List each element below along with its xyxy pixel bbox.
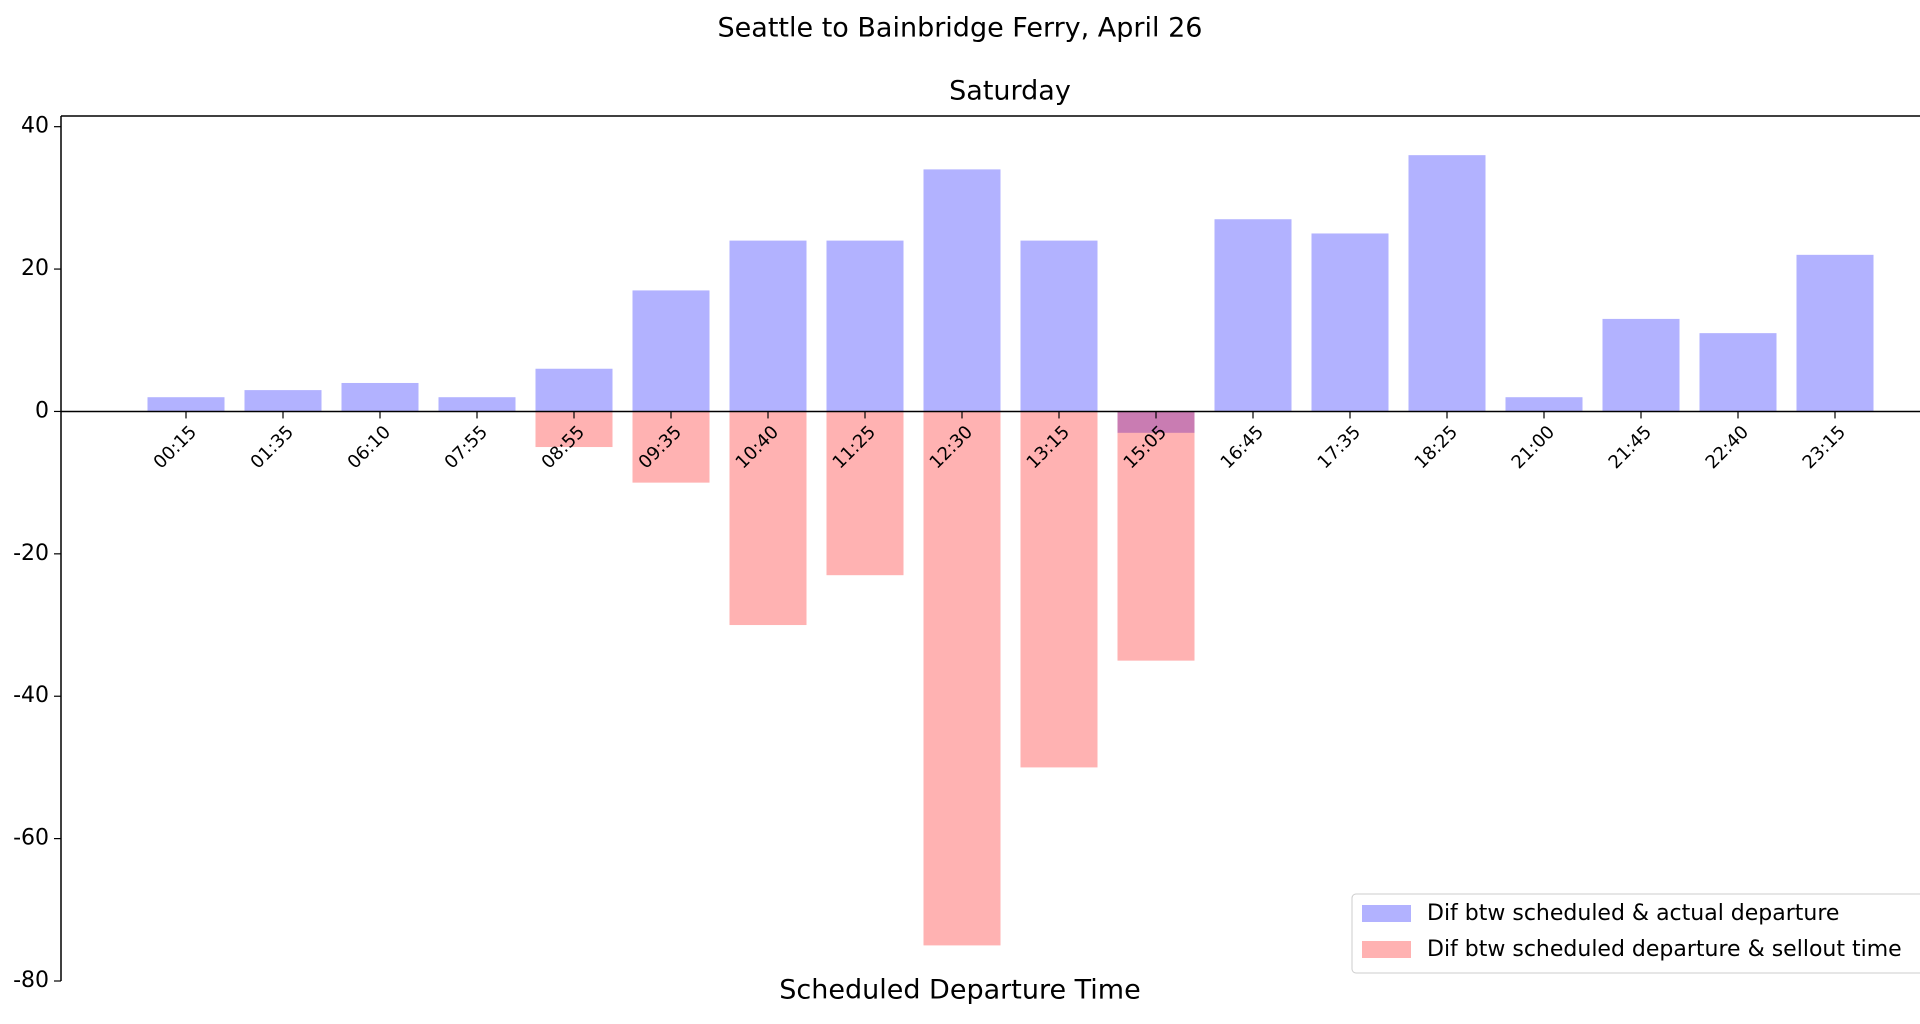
bar bbox=[1505, 397, 1583, 412]
y-tick-label: 40 bbox=[21, 114, 49, 139]
bar bbox=[1020, 411, 1098, 768]
bar bbox=[1699, 333, 1777, 412]
x-tick-label: 18:25 bbox=[1411, 422, 1463, 474]
bar bbox=[1214, 219, 1292, 412]
bar bbox=[923, 411, 1001, 946]
bar bbox=[826, 240, 904, 412]
x-tick-label: 06:10 bbox=[344, 422, 396, 474]
bar bbox=[923, 169, 1001, 412]
x-axis-label: Scheduled Departure Time bbox=[779, 975, 1140, 1006]
bar bbox=[438, 397, 516, 412]
bar bbox=[535, 368, 613, 412]
legend-box bbox=[1351, 893, 1920, 974]
y-tick-label: -40 bbox=[13, 683, 49, 708]
bar bbox=[632, 411, 710, 483]
y-tick-label: -60 bbox=[13, 826, 49, 851]
bar bbox=[826, 411, 904, 576]
x-tick-label: 01:35 bbox=[247, 422, 299, 474]
x-tick-label: 07:55 bbox=[441, 422, 493, 474]
bar bbox=[1117, 411, 1195, 433]
x-tick-label: 21:00 bbox=[1508, 422, 1560, 474]
y-tick-label: -80 bbox=[13, 968, 49, 993]
x-tick-label: 16:45 bbox=[1217, 422, 1269, 474]
bar bbox=[1311, 233, 1389, 412]
chart-subtitle: Saturday bbox=[949, 76, 1071, 107]
y-tick-label: 0 bbox=[35, 398, 49, 423]
x-tick-label: 23:15 bbox=[1799, 422, 1851, 474]
bar bbox=[1117, 411, 1195, 661]
bar bbox=[244, 390, 322, 412]
bar bbox=[1796, 254, 1874, 412]
x-tick-label: 22:40 bbox=[1702, 422, 1754, 474]
bar bbox=[1602, 318, 1680, 412]
x-tick-label: 17:35 bbox=[1314, 422, 1366, 474]
chart-title: Seattle to Bainbridge Ferry, April 26 bbox=[718, 13, 1203, 44]
x-tick-label: 21:45 bbox=[1605, 422, 1657, 474]
bar bbox=[1408, 155, 1486, 412]
legend-swatch bbox=[1362, 905, 1411, 922]
bar bbox=[729, 240, 807, 412]
bar bbox=[147, 397, 225, 412]
y-tick-label: 20 bbox=[21, 256, 49, 281]
bar bbox=[729, 411, 807, 626]
legend-swatch bbox=[1362, 941, 1411, 958]
y-tick-label: -20 bbox=[13, 541, 49, 566]
legend-label: Dif btw scheduled departure & sellout ti… bbox=[1427, 937, 1902, 962]
bar bbox=[341, 382, 419, 412]
x-tick-label: 00:15 bbox=[150, 422, 202, 474]
legend-label: Dif btw scheduled & actual departure bbox=[1427, 901, 1839, 926]
bar bbox=[632, 290, 710, 412]
legend: Dif btw scheduled & actual departure Dif … bbox=[1351, 893, 1920, 974]
bar bbox=[1020, 240, 1098, 412]
